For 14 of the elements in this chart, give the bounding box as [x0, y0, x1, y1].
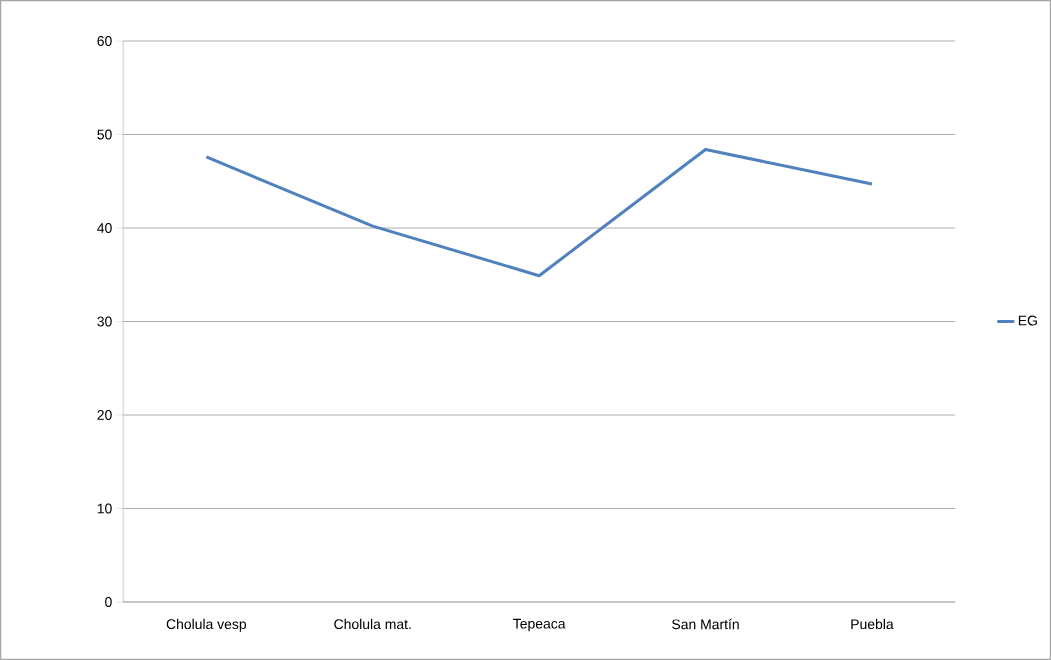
x-tick-label: Cholula mat. [334, 618, 411, 630]
y-tick-label: 20 [97, 410, 112, 420]
legend-label: EG [1018, 315, 1037, 326]
x-tick-label: San Martín [672, 618, 739, 630]
x-tick-label: Cholula vesp [166, 618, 247, 632]
y-tick-label: 10 [97, 503, 112, 514]
y-tick-label: 40 [97, 223, 112, 233]
line-series [204, 147, 874, 278]
y-tick-label: 30 [97, 316, 112, 327]
x-tick-label: Tepeaca [513, 618, 566, 632]
y-tick-label: 0 [105, 597, 112, 607]
y-tick-label: 60 [97, 36, 112, 46]
x-tick-label: Puebla [851, 618, 894, 630]
y-tick-label: 50 [97, 129, 112, 140]
